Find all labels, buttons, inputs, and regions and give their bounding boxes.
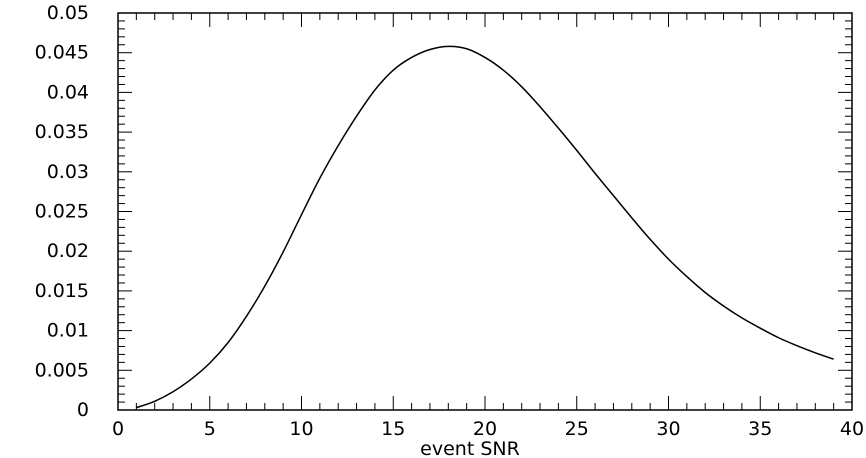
y-tick-label: 0.02: [47, 240, 89, 262]
y-tick-label: 0.025: [35, 201, 89, 223]
x-tick-label: 35: [748, 418, 772, 440]
x-axis-label: event SNR: [420, 438, 520, 458]
x-tick-label: 20: [473, 418, 497, 440]
y-tick-labels: 0 0.005 0.01 0.015 0.02 0.025 0.03 0.035 0.04 0.0…: [35, 2, 89, 421]
x-tick-label: 15: [381, 418, 405, 440]
y-tick-label: 0.045: [35, 42, 89, 64]
y-tick-label: 0.015: [35, 280, 89, 302]
y-tick-label: 0.005: [35, 359, 89, 381]
x-tick-label: 25: [565, 418, 589, 440]
plot-frame: [117, 12, 853, 411]
y-tick-label: 0.04: [47, 81, 89, 103]
x-tick-label: 5: [204, 418, 216, 440]
series-layer: [136, 45, 834, 409]
x-tick-label: 30: [656, 418, 680, 440]
y-tick-label: 0.05: [47, 2, 89, 24]
x-tick-label: 40: [840, 418, 864, 440]
x-tick-label: 0: [112, 418, 124, 440]
y-tick-label: 0.035: [35, 121, 89, 143]
y-tick-label: 0.01: [47, 320, 89, 342]
y-tick-label: 0: [77, 399, 89, 421]
series-line: [136, 45, 834, 409]
x-tick-labels: 0 5 10 15 20 25 30 35 40: [112, 418, 864, 440]
y-tick-label: 0.03: [47, 161, 89, 183]
x-tick-label: 10: [289, 418, 313, 440]
tick-marks: [117, 12, 853, 411]
